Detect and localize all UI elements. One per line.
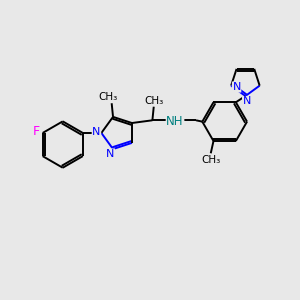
Text: CH₃: CH₃ xyxy=(144,96,164,106)
Text: N: N xyxy=(92,127,101,136)
Text: F: F xyxy=(33,125,40,138)
Text: CH₃: CH₃ xyxy=(99,92,118,102)
Text: CH₃: CH₃ xyxy=(201,154,220,165)
Text: N: N xyxy=(243,97,251,106)
Text: NH: NH xyxy=(166,115,184,128)
Text: N: N xyxy=(232,82,241,92)
Text: N: N xyxy=(106,149,115,159)
